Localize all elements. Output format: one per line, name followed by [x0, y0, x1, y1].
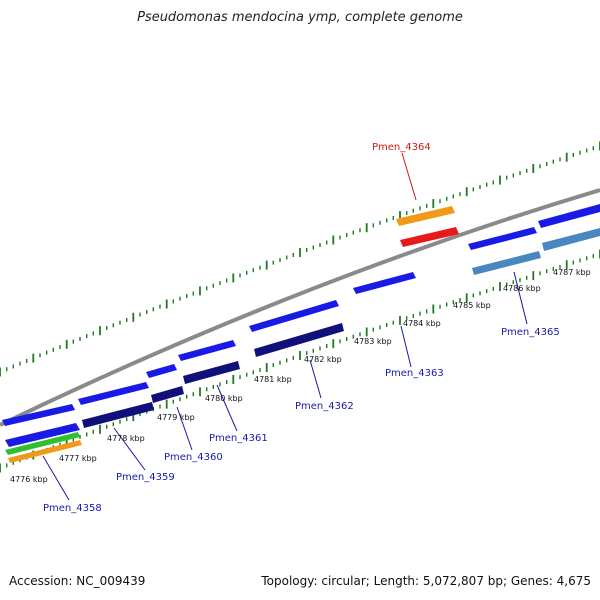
gene-feature[interactable]	[5, 432, 80, 455]
gene-feature[interactable]	[2, 404, 75, 426]
tick-label: 4785 kbp	[453, 301, 491, 310]
reverse-genes	[5, 227, 600, 463]
gene-feature[interactable]	[178, 340, 236, 361]
gene-feature[interactable]	[151, 386, 184, 403]
gene-feature[interactable]	[146, 364, 177, 378]
tick-label: 4776 kbp	[10, 475, 48, 484]
gene-label-pmen-4359[interactable]: Pmen_4359	[116, 472, 175, 483]
tick-label: 4782 kbp	[304, 355, 342, 364]
gene-label-pmen-4360[interactable]: Pmen_4360	[164, 452, 223, 463]
gene-feature[interactable]	[400, 227, 459, 247]
gene-label-pmen-4361[interactable]: Pmen_4361	[209, 433, 268, 444]
gene-labels: Pmen_4358 Pmen_4359 Pmen_4360 Pmen_4361 …	[43, 142, 560, 514]
inner-tick-track	[0, 249, 600, 473]
tick-label: 4778 kbp	[107, 434, 145, 443]
label-leaders	[42, 152, 528, 501]
gene-feature[interactable]	[249, 300, 339, 332]
forward-genes	[2, 204, 600, 426]
tick-label: 4779 kbp	[157, 413, 195, 422]
tick-labels: 4776 kbp 4777 kbp 4778 kbp 4779 kbp 4780…	[10, 268, 591, 484]
accession-text: Accession: NC_009439	[9, 574, 146, 588]
tick-label: 4777 kbp	[59, 454, 97, 463]
gene-label-pmen-4358[interactable]: Pmen_4358	[43, 503, 102, 514]
gene-feature[interactable]	[353, 272, 416, 294]
genome-backbone	[0, 188, 600, 427]
gene-label-pmen-4364[interactable]: Pmen_4364	[372, 142, 431, 153]
genome-summary-text: Topology: circular; Length: 5,072,807 bp…	[261, 574, 591, 588]
gene-feature[interactable]	[78, 382, 149, 405]
tick-label: 4783 kbp	[354, 337, 392, 346]
gene-feature[interactable]	[542, 228, 600, 251]
tick-label: 4786 kbp	[503, 284, 541, 293]
tick-label: 4784 kbp	[403, 319, 441, 328]
tick-label: 4787 kbp	[553, 268, 591, 277]
gene-feature[interactable]	[5, 423, 80, 447]
gene-feature[interactable]	[538, 204, 600, 228]
gene-feature-pmen-4364[interactable]	[396, 206, 455, 226]
tick-label: 4781 kbp	[254, 375, 292, 384]
gene-label-pmen-4365[interactable]: Pmen_4365	[501, 327, 560, 338]
gene-feature[interactable]	[82, 402, 154, 428]
outer-tick-track	[0, 141, 600, 377]
gene-feature[interactable]	[254, 323, 344, 357]
gene-feature[interactable]	[8, 440, 82, 463]
gene-label-pmen-4362[interactable]: Pmen_4362	[295, 401, 354, 412]
gene-feature[interactable]	[468, 227, 537, 250]
gene-feature[interactable]	[472, 251, 541, 275]
tick-label: 4780 kbp	[205, 394, 243, 403]
gene-label-pmen-4363[interactable]: Pmen_4363	[385, 368, 444, 379]
map-title: Pseudomonas mendocina ymp, complete geno…	[137, 10, 463, 25]
gene-feature[interactable]	[183, 361, 240, 384]
